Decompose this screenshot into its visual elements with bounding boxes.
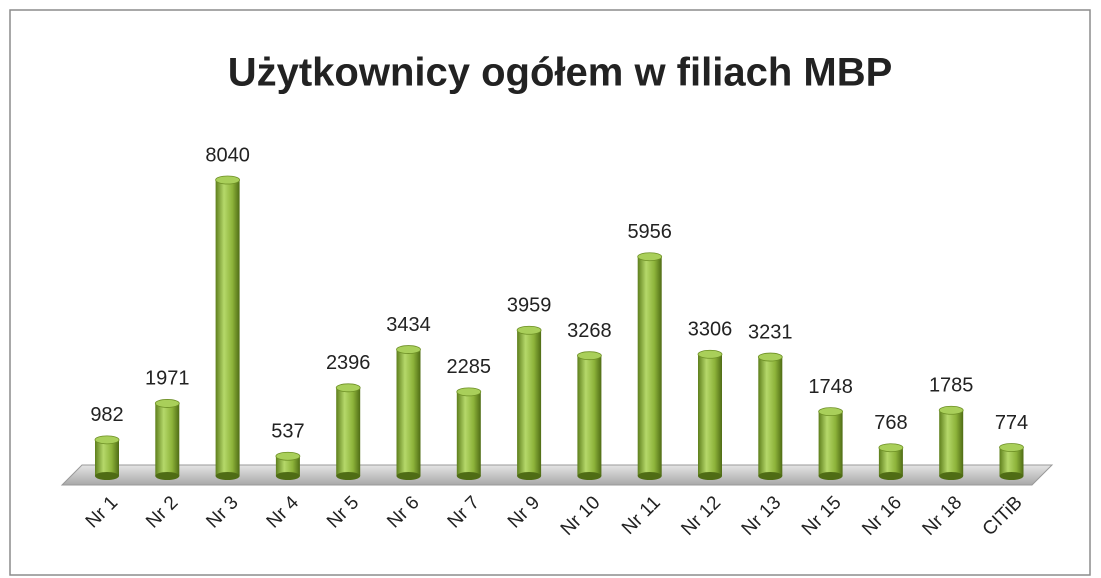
bar	[155, 403, 180, 476]
data-label: 3434	[386, 314, 431, 336]
bar-base	[698, 472, 722, 480]
data-label: 1971	[145, 368, 190, 390]
chart-border	[9, 9, 1091, 576]
data-label: 2285	[447, 356, 492, 378]
data-label: 1748	[808, 376, 853, 398]
bar-base	[215, 472, 240, 480]
data-label: 8040	[205, 144, 250, 166]
bar	[878, 447, 903, 476]
bar-base	[878, 472, 903, 480]
data-label: 537	[271, 421, 304, 443]
data-label: 5956	[627, 221, 672, 243]
bar-base	[155, 472, 180, 480]
floor	[60, 464, 1054, 486]
bar-top	[456, 387, 482, 397]
bar-top	[577, 351, 602, 361]
bar-base	[396, 472, 421, 480]
data-label: 3268	[567, 320, 612, 342]
bar-base	[275, 472, 300, 480]
bar	[758, 357, 783, 476]
data-label: 774	[995, 412, 1028, 434]
bar-base	[517, 472, 542, 480]
bar-top	[999, 443, 1024, 452]
bar-top	[697, 349, 723, 359]
data-label: 3959	[507, 295, 552, 317]
bar-top	[215, 175, 241, 185]
bar	[637, 256, 662, 476]
bar	[999, 447, 1024, 476]
bar-base	[939, 472, 964, 480]
bar-base	[758, 472, 783, 480]
bar-base	[577, 472, 602, 480]
bar	[456, 391, 481, 476]
bar-top	[818, 407, 843, 417]
bar	[215, 180, 240, 476]
bar	[698, 354, 722, 476]
data-label: 768	[874, 412, 907, 434]
data-label: 3231	[748, 321, 793, 343]
bar	[818, 411, 843, 476]
bar-top	[335, 383, 361, 393]
bar-top	[94, 435, 120, 445]
data-label: 3306	[688, 319, 733, 341]
data-label: 2396	[326, 352, 371, 374]
data-label: 982	[90, 404, 123, 426]
bar-top	[757, 352, 783, 362]
bar-base	[818, 472, 843, 480]
bar	[517, 330, 542, 476]
bar	[95, 439, 119, 476]
bar-top	[938, 405, 964, 415]
bar-base	[456, 472, 481, 480]
bar-top	[516, 325, 542, 335]
bar	[336, 387, 361, 476]
bar-top	[878, 443, 904, 453]
data-label: 1785	[929, 375, 974, 397]
bar	[275, 456, 300, 476]
bar-top	[275, 451, 301, 461]
bar-base	[336, 472, 361, 480]
bar-top	[396, 345, 421, 354]
bar	[577, 355, 602, 476]
bar	[939, 410, 964, 476]
bar-top	[154, 399, 180, 408]
bar-base	[95, 472, 119, 480]
bar	[396, 349, 421, 476]
bar-base	[999, 472, 1024, 480]
bar-base	[637, 472, 662, 480]
chart-title: Użytkownicy ogółem w filiach MBP	[228, 51, 893, 95]
bar-top	[637, 252, 663, 262]
